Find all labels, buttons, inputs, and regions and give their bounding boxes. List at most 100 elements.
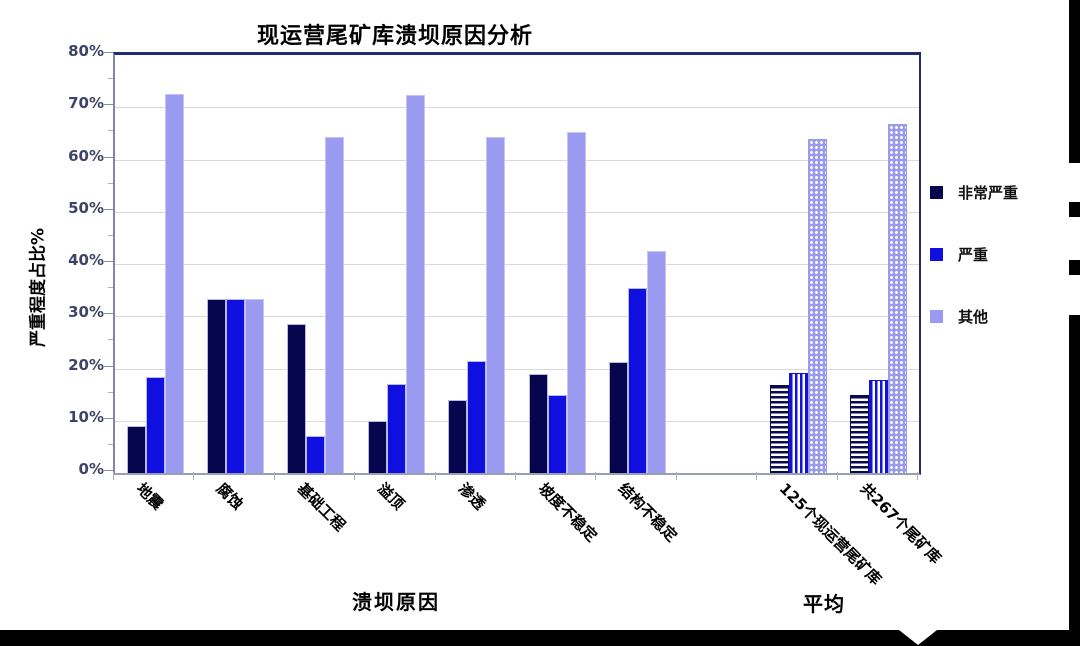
x-tick-label: 坡度不稳定 bbox=[534, 479, 601, 546]
legend-swatch-very-severe-icon bbox=[930, 186, 943, 199]
bottom-band-notch-triangle bbox=[899, 630, 937, 645]
y-tick-mark bbox=[104, 208, 113, 210]
bar-group bbox=[195, 299, 275, 473]
right-edge-black-strip bbox=[1069, 0, 1080, 163]
x-tick-mark bbox=[273, 472, 275, 480]
x-tick-mark bbox=[756, 472, 758, 480]
x-tick-label: 地震 bbox=[132, 479, 167, 514]
bar-非常严重-渗透 bbox=[448, 400, 468, 473]
y-tick-label: 20% bbox=[68, 355, 104, 374]
y-tick-mark bbox=[104, 313, 113, 315]
bar-严重-结构不稳定 bbox=[628, 288, 648, 473]
legend: 非常严重 严重 其他 bbox=[930, 182, 1018, 327]
legend-label-other: 其他 bbox=[958, 308, 989, 326]
bar-严重-共267个尾矿库 bbox=[869, 380, 889, 473]
x-tick-mark bbox=[515, 472, 516, 480]
bar-非常严重-125个现运营尾矿库 bbox=[769, 385, 789, 473]
bar-其他-坡度不稳定 bbox=[566, 132, 586, 473]
bar-严重-溢顶 bbox=[386, 384, 406, 473]
bar-非常严重-地震 bbox=[126, 426, 146, 473]
y-axis-title: 严重程度占比% bbox=[28, 227, 49, 348]
x-tick-mark bbox=[434, 472, 436, 480]
x-tick-mark bbox=[675, 472, 677, 480]
bar-非常严重-基础工程 bbox=[287, 324, 307, 473]
bar-其他-共267个尾矿库 bbox=[888, 124, 908, 473]
y-tick-mark bbox=[104, 417, 113, 419]
y-minor-tick-mark bbox=[108, 182, 113, 184]
x-tick-mark bbox=[836, 472, 838, 480]
y-tick-mark bbox=[104, 261, 113, 262]
gridline bbox=[115, 107, 919, 109]
y-tick-label: 30% bbox=[68, 303, 104, 322]
x-tick-mark bbox=[354, 472, 356, 480]
y-minor-tick-mark bbox=[108, 130, 113, 132]
legend-item-severe: 严重 bbox=[930, 244, 1018, 265]
bar-group bbox=[517, 132, 597, 473]
bar-严重-地震 bbox=[145, 377, 165, 473]
legend-swatch-severe-icon bbox=[930, 248, 943, 261]
bar-其他-腐蚀 bbox=[245, 299, 265, 473]
bar-非常严重-腐蚀 bbox=[207, 299, 227, 473]
x-tick-label: 溢顶 bbox=[374, 479, 408, 514]
y-tick-mark bbox=[104, 156, 113, 158]
x-tick-label: 共267个尾矿库 bbox=[856, 479, 945, 568]
x-tick-mark bbox=[595, 472, 597, 480]
bar-非常严重-坡度不稳定 bbox=[528, 374, 548, 473]
y-tick-label: 0% bbox=[78, 460, 104, 478]
y-tick-mark bbox=[104, 52, 113, 53]
bar-其他-溢顶 bbox=[405, 95, 425, 473]
y-tick-label: 40% bbox=[68, 251, 104, 269]
x-tick-label: 基础工程 bbox=[293, 479, 349, 535]
right-edge-black-block bbox=[1069, 202, 1080, 217]
right-edge-black-strip bbox=[1069, 315, 1080, 646]
bar-group bbox=[597, 251, 677, 473]
bar-严重-基础工程 bbox=[306, 436, 326, 473]
y-minor-tick-mark bbox=[108, 443, 113, 445]
bar-非常严重-溢顶 bbox=[367, 421, 387, 473]
y-tick-mark bbox=[104, 104, 113, 106]
y-tick-label: 80% bbox=[68, 42, 104, 60]
gridline bbox=[115, 420, 919, 422]
bar-其他-地震 bbox=[164, 94, 184, 473]
chart-title: 现运营尾矿库溃坝原因分析 bbox=[257, 24, 534, 49]
y-tick-mark bbox=[104, 470, 113, 471]
y-minor-tick-mark bbox=[108, 287, 113, 289]
x-tick-label: 结构不稳定 bbox=[615, 479, 682, 546]
legend-item-very-severe: 非常严重 bbox=[930, 182, 1018, 203]
bottom-black-band bbox=[0, 630, 1080, 646]
y-minor-tick-mark bbox=[108, 339, 113, 341]
bar-其他-结构不稳定 bbox=[647, 251, 667, 473]
bar-严重-渗透 bbox=[467, 361, 487, 473]
x-tick-mark bbox=[917, 472, 918, 480]
bar-严重-腐蚀 bbox=[226, 299, 246, 473]
x-tick-mark bbox=[113, 472, 114, 480]
bar-严重-125个现运营尾矿库 bbox=[788, 373, 808, 473]
bar-非常严重-结构不稳定 bbox=[609, 362, 629, 473]
gridline bbox=[115, 316, 919, 318]
legend-label-very-severe: 非常严重 bbox=[958, 184, 1019, 202]
bar-非常严重-共267个尾矿库 bbox=[850, 395, 870, 473]
bar-其他-渗透 bbox=[486, 137, 506, 473]
x-tick-mark bbox=[193, 472, 195, 480]
right-edge-black-block bbox=[1069, 260, 1080, 275]
bar-group bbox=[356, 95, 436, 473]
y-minor-tick-mark bbox=[108, 78, 113, 80]
average-section-label: 平均 bbox=[803, 592, 845, 616]
bar-其他-基础工程 bbox=[325, 137, 345, 473]
legend-item-other: 其他 bbox=[930, 306, 1018, 327]
y-tick-label: 60% bbox=[68, 146, 104, 165]
bar-group bbox=[276, 137, 356, 473]
y-tick-label: 10% bbox=[68, 407, 104, 426]
x-axis-title: 溃坝原因 bbox=[352, 590, 440, 614]
gridline bbox=[115, 211, 919, 213]
y-tick-mark bbox=[104, 365, 113, 367]
plot-area bbox=[113, 52, 921, 475]
bar-group bbox=[758, 139, 838, 473]
gridline bbox=[115, 368, 919, 370]
legend-swatch-other-icon bbox=[930, 310, 943, 323]
bar-其他-125个现运营尾矿库 bbox=[807, 139, 827, 473]
gridline bbox=[115, 264, 919, 265]
y-tick-label: 50% bbox=[68, 198, 104, 217]
y-minor-tick-mark bbox=[108, 234, 113, 236]
